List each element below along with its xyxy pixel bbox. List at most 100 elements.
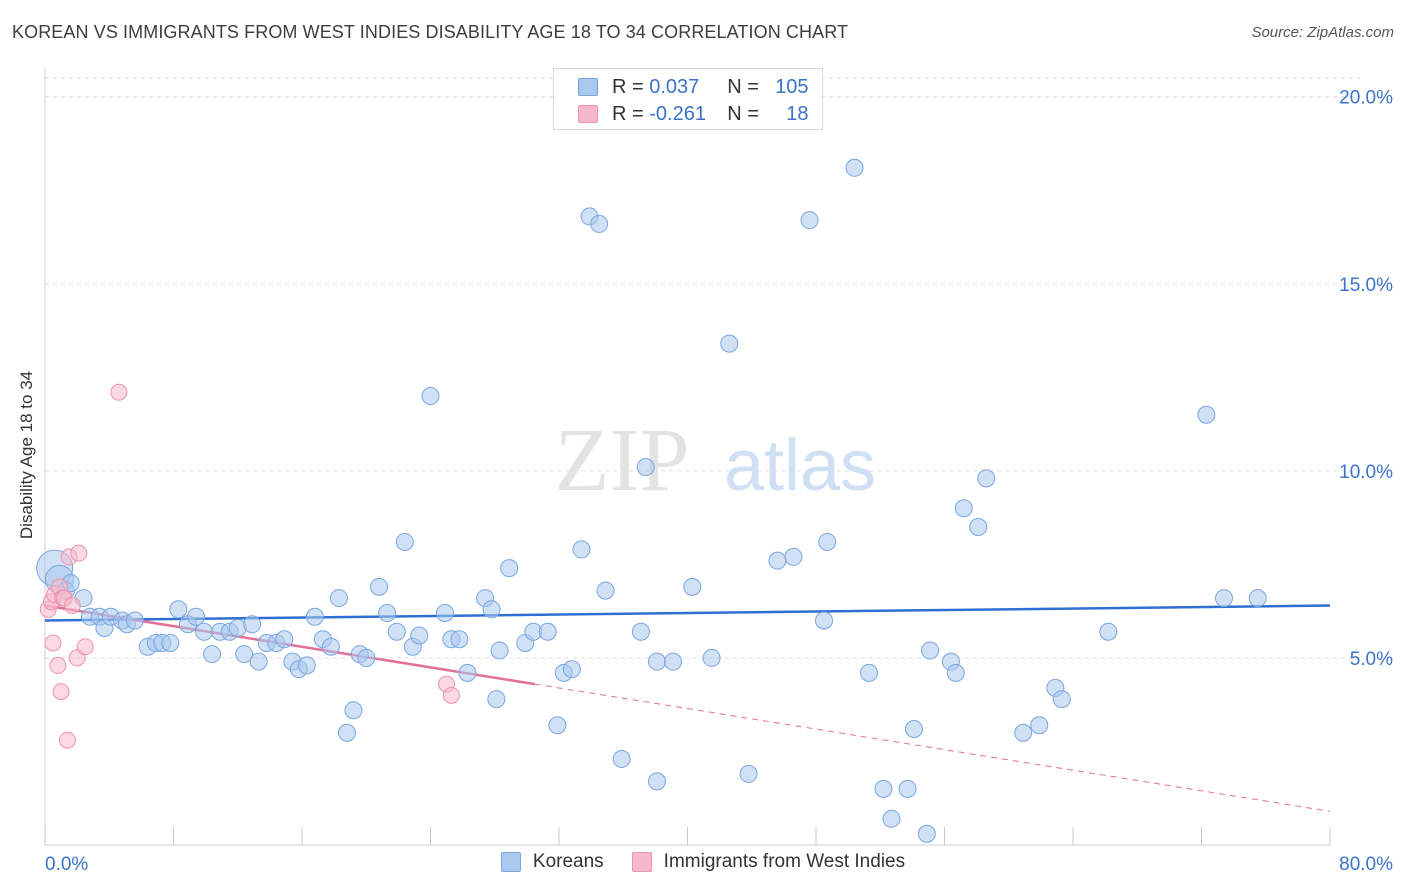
korean-point xyxy=(818,532,837,551)
korean-point xyxy=(720,334,739,353)
korean-point xyxy=(874,779,893,798)
korean-point xyxy=(458,663,477,682)
korean-point xyxy=(590,214,609,233)
axes-layer xyxy=(44,68,1331,846)
korean-point xyxy=(482,600,501,619)
korean-point xyxy=(1248,589,1267,608)
legend-r-label: R = xyxy=(612,75,650,98)
x-tick-label: 0.0% xyxy=(45,854,88,875)
west-indies-point xyxy=(58,731,76,749)
korean-point xyxy=(1197,405,1216,424)
x-tick-label: 80.0% xyxy=(1339,854,1393,875)
korean-point xyxy=(487,690,506,709)
y-tick-label: 20.0% xyxy=(1339,88,1393,109)
west-indies-point xyxy=(110,383,128,401)
korean-point xyxy=(702,648,721,667)
korean-point xyxy=(387,622,406,641)
korean-point xyxy=(421,387,440,406)
korean-point xyxy=(882,809,901,828)
korean-point xyxy=(125,611,144,630)
points-layer xyxy=(36,158,1267,843)
west-indies-point xyxy=(442,686,460,704)
korean-point xyxy=(435,604,454,623)
korean-point xyxy=(370,577,389,596)
west-indies-trend-extension xyxy=(534,683,1331,812)
korean-point xyxy=(739,764,758,783)
korean-point xyxy=(450,630,469,649)
legend-row-koreans: R = 0.037 N = 105 xyxy=(554,74,809,100)
chart-source: Source: ZipAtlas.com xyxy=(1251,24,1394,41)
watermark-atlas: atlas xyxy=(724,426,876,506)
korean-point xyxy=(815,611,834,630)
korean-point xyxy=(275,630,294,649)
y-tick-label: 5.0% xyxy=(1350,649,1393,670)
legend-r-value: 0.037 xyxy=(649,75,700,98)
korean-point xyxy=(243,615,262,634)
korean-point xyxy=(562,660,581,679)
legend-row-west-indies: R = -0.261 N = 18 xyxy=(554,101,809,127)
chart-title: KOREAN VS IMMIGRANTS FROM WEST INDIES DI… xyxy=(12,22,849,42)
legend-r-value: -0.261 xyxy=(649,102,706,125)
legend-r-label: R = xyxy=(612,102,650,125)
series-legend-koreans[interactable]: Koreans xyxy=(500,851,604,873)
korean-point xyxy=(1099,622,1118,641)
west-indies-point xyxy=(70,544,88,562)
west-indies-point xyxy=(63,597,81,615)
korean-point xyxy=(1214,589,1233,608)
korean-point xyxy=(647,652,666,671)
stats-legend: R = 0.037 N = 105 R = -0.261 N = 18 xyxy=(553,68,823,130)
korean-point xyxy=(636,458,655,477)
y-tick-label: 15.0% xyxy=(1339,275,1393,296)
korean-point xyxy=(572,540,591,559)
korean-point xyxy=(954,499,973,518)
korean-point xyxy=(161,633,180,652)
korean-point xyxy=(186,607,205,626)
korean-point xyxy=(337,723,356,742)
korean-point xyxy=(538,622,557,641)
legend-n-label: N = xyxy=(727,75,765,98)
legend-n-value: 18 xyxy=(786,102,809,125)
korean-trendline xyxy=(44,604,1331,622)
legend-swatch-koreans xyxy=(578,78,598,96)
korean-point xyxy=(845,158,864,177)
korean-point xyxy=(946,663,965,682)
korean-point xyxy=(195,622,214,641)
tick-labels: 5.0% 10.0% 15.0% 20.0% 0.0% 80.0% xyxy=(45,88,1393,875)
korean-point xyxy=(969,517,988,536)
legend-swatch-west-indies xyxy=(578,105,598,123)
watermark: ZIP atlas xyxy=(555,411,877,510)
korean-point xyxy=(784,547,803,566)
legend-n-label: N = xyxy=(727,102,765,125)
korean-point xyxy=(596,581,615,600)
series-label-west-indies: Immigrants from West Indies xyxy=(663,851,906,872)
korean-point xyxy=(378,604,397,623)
korean-point xyxy=(921,641,940,660)
korean-point xyxy=(664,652,683,671)
korean-point xyxy=(500,559,519,578)
series-legend-west-indies[interactable]: Immigrants from West Indies xyxy=(631,851,906,873)
korean-point xyxy=(898,779,917,798)
korean-point xyxy=(395,532,414,551)
korean-point xyxy=(344,701,363,720)
series-legend: Koreans Immigrants from West Indies xyxy=(0,851,1406,873)
korean-point xyxy=(1014,723,1033,742)
korean-point xyxy=(631,622,650,641)
korean-point xyxy=(768,551,787,570)
west-indies-point xyxy=(49,656,67,674)
series-swatch-west-indies xyxy=(631,852,652,872)
west-indies-point xyxy=(76,638,94,656)
korean-point xyxy=(249,652,268,671)
korean-point xyxy=(1052,690,1071,709)
legend-n-value: 105 xyxy=(775,75,809,98)
korean-point xyxy=(548,716,567,735)
korean-point xyxy=(800,211,819,230)
y-axis-label: Disability Age 18 to 34 xyxy=(17,370,36,540)
korean-point xyxy=(1030,716,1049,735)
korean-point xyxy=(647,772,666,791)
korean-point xyxy=(203,645,222,664)
korean-point xyxy=(977,469,996,488)
series-swatch-koreans xyxy=(500,852,521,872)
korean-point xyxy=(357,648,376,667)
korean-point xyxy=(683,577,702,596)
